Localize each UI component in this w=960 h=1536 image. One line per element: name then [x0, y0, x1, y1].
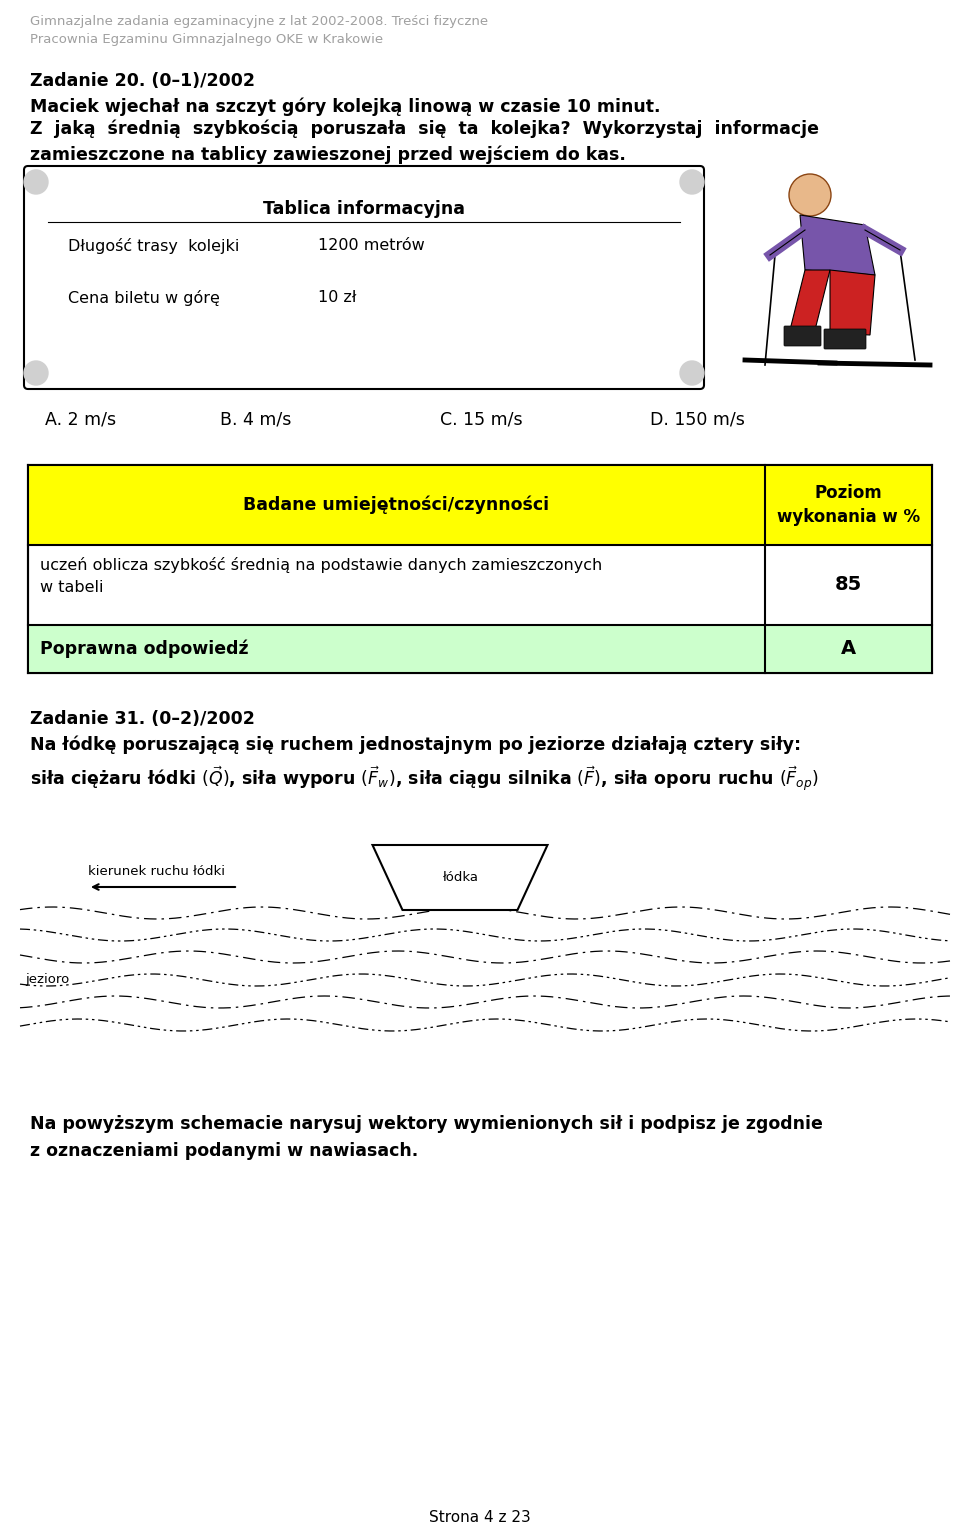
FancyBboxPatch shape [24, 166, 704, 389]
Text: Pracownia Egzaminu Gimnazjalnego OKE w Krakowie: Pracownia Egzaminu Gimnazjalnego OKE w K… [30, 32, 383, 46]
Text: Poziom
wykonania w %: Poziom wykonania w % [777, 484, 920, 527]
Text: Badane umiejętności/czynności: Badane umiejętności/czynności [244, 496, 549, 515]
Text: łódka: łódka [442, 871, 478, 885]
Text: D. 150 m/s: D. 150 m/s [650, 410, 745, 429]
Text: C. 15 m/s: C. 15 m/s [440, 410, 522, 429]
Text: Z  jaką  średnią  szybkością  poruszała  się  ta  kolejka?  Wykorzystaj  informa: Z jaką średnią szybkością poruszała się … [30, 120, 819, 138]
Circle shape [24, 170, 48, 194]
Text: Maciek wjechał na szczyt góry kolejką linową w czasie 10 minut.: Maciek wjechał na szczyt góry kolejką li… [30, 97, 660, 115]
Text: Tablica informacyjna: Tablica informacyjna [263, 200, 465, 218]
Text: 10 zł: 10 zł [318, 290, 356, 306]
FancyBboxPatch shape [28, 465, 932, 673]
Text: kierunek ruchu łódki: kierunek ruchu łódki [88, 865, 225, 879]
Text: Długość trasy  kolejki: Długość trasy kolejki [68, 238, 239, 253]
Text: Poprawna odpowiedź: Poprawna odpowiedź [40, 641, 249, 659]
Text: Na łódkę poruszającą się ruchem jednostajnym po jeziorze działają cztery siły:: Na łódkę poruszającą się ruchem jednosta… [30, 736, 802, 754]
Circle shape [680, 361, 704, 386]
Text: zamieszczone na tablicy zawieszonej przed wejściem do kas.: zamieszczone na tablicy zawieszonej prze… [30, 144, 626, 163]
Text: B. 4 m/s: B. 4 m/s [220, 410, 292, 429]
Polygon shape [790, 270, 830, 330]
Text: Na powyższym schemacie narysuj wektory wymienionych sił i podpisz je zgodnie: Na powyższym schemacie narysuj wektory w… [30, 1115, 823, 1134]
Text: Zadanie 31. (0–2)/2002: Zadanie 31. (0–2)/2002 [30, 710, 254, 728]
Circle shape [680, 170, 704, 194]
Text: A. 2 m/s: A. 2 m/s [45, 410, 116, 429]
Text: Zadanie 20. (0–1)/2002: Zadanie 20. (0–1)/2002 [30, 72, 255, 91]
Text: 85: 85 [835, 576, 862, 594]
Text: Strona 4 z 23: Strona 4 z 23 [429, 1510, 531, 1525]
Text: siła ciężaru łódki $(\vec{Q})$, siła wyporu $(\vec{F}_{w})$, siła ciągu silnika : siła ciężaru łódki $(\vec{Q})$, siła wyp… [30, 763, 819, 793]
Circle shape [24, 361, 48, 386]
Text: jezioro: jezioro [25, 974, 69, 986]
Polygon shape [372, 845, 547, 909]
Text: 1200 metrów: 1200 metrów [318, 238, 424, 253]
Text: Cena biletu w górę: Cena biletu w górę [68, 290, 220, 306]
FancyBboxPatch shape [28, 465, 932, 545]
Polygon shape [800, 215, 875, 275]
FancyBboxPatch shape [28, 625, 932, 673]
Text: uczeń oblicza szybkość średnią na podstawie danych zamieszczonych
w tabeli: uczeń oblicza szybkość średnią na podsta… [40, 558, 602, 596]
Text: z oznaczeniami podanymi w nawiasach.: z oznaczeniami podanymi w nawiasach. [30, 1141, 419, 1160]
Ellipse shape [789, 174, 831, 217]
Polygon shape [830, 270, 875, 335]
FancyBboxPatch shape [824, 329, 866, 349]
Text: A: A [841, 639, 856, 659]
Text: Gimnazjalne zadania egzaminacyjne z lat 2002-2008. Treści fizyczne: Gimnazjalne zadania egzaminacyjne z lat … [30, 15, 488, 28]
FancyBboxPatch shape [784, 326, 821, 346]
